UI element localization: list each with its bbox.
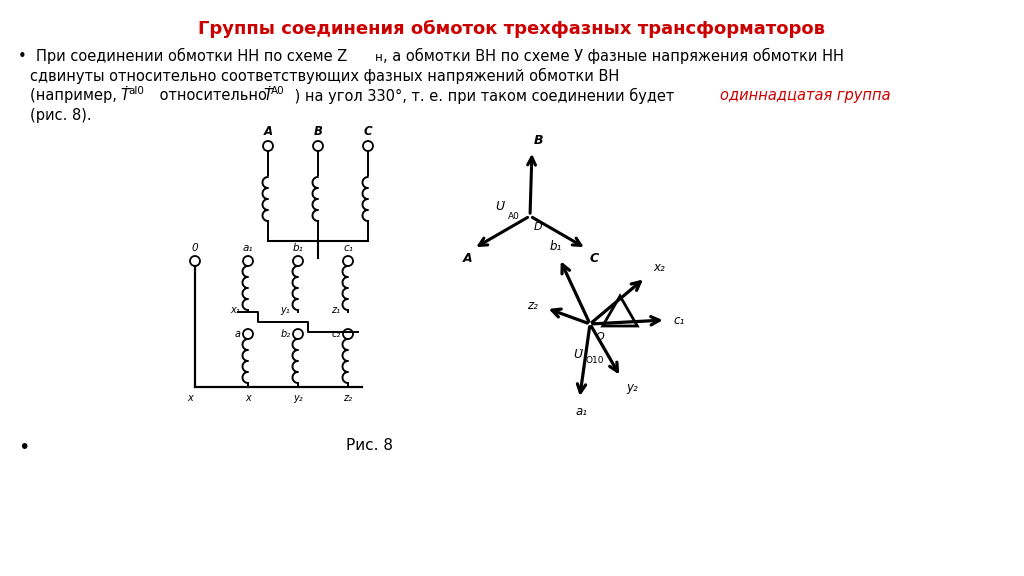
Text: C: C xyxy=(364,125,373,138)
Text: B: B xyxy=(534,134,543,147)
Text: C: C xyxy=(590,252,599,266)
Text: Рис. 8: Рис. 8 xyxy=(346,438,393,453)
Text: U̇: U̇ xyxy=(496,199,505,213)
Text: Группы соединения обмоток трехфазных трансформаторов: Группы соединения обмоток трехфазных тра… xyxy=(199,20,825,38)
Text: x₁: x₁ xyxy=(230,305,240,315)
Text: (рис. 8).: (рис. 8). xyxy=(30,108,91,123)
Text: O: O xyxy=(596,332,605,342)
Text: c₁: c₁ xyxy=(343,243,353,253)
Text: x: x xyxy=(187,393,193,403)
Text: Ṫ: Ṫ xyxy=(263,88,272,103)
Text: b₁: b₁ xyxy=(293,243,303,253)
Text: •: • xyxy=(18,438,30,457)
Text: D: D xyxy=(534,222,543,232)
Text: B: B xyxy=(313,125,323,138)
Text: A: A xyxy=(463,252,472,266)
Text: относительно: относительно xyxy=(155,88,271,103)
Text: (например,: (например, xyxy=(30,88,122,103)
Text: z₂: z₂ xyxy=(527,300,538,313)
Text: x: x xyxy=(245,393,251,403)
Text: н: н xyxy=(375,51,383,64)
Text: y₂: y₂ xyxy=(293,393,303,403)
Text: y₁: y₁ xyxy=(281,305,290,315)
Text: c₁: c₁ xyxy=(674,313,685,327)
Text: сдвинуты относительно соответствующих фазных напряжений обмотки ВН: сдвинуты относительно соответствующих фа… xyxy=(30,68,620,84)
Text: U̇: U̇ xyxy=(573,348,583,361)
Text: 0: 0 xyxy=(191,243,199,253)
Text: z₁: z₁ xyxy=(331,305,340,315)
Text: , а обмотки ВН по схеме У фазные напряжения обмотки НН: , а обмотки ВН по схеме У фазные напряже… xyxy=(383,48,844,64)
Text: A0: A0 xyxy=(508,212,520,221)
Text: •  При соединении обмотки НН по схеме Z: • При соединении обмотки НН по схеме Z xyxy=(18,48,347,64)
Text: c₂: c₂ xyxy=(332,329,341,339)
Text: A: A xyxy=(263,125,272,138)
Text: b₂: b₂ xyxy=(281,329,291,339)
Text: b₁: b₁ xyxy=(550,240,562,253)
Text: a₁: a₁ xyxy=(575,405,588,418)
Text: ) на угол 330°, т. е. при таком соединении будет: ) на угол 330°, т. е. при таком соединен… xyxy=(290,88,679,104)
Text: y₂: y₂ xyxy=(627,381,638,394)
Text: O10: O10 xyxy=(586,356,604,365)
Text: al0: al0 xyxy=(128,86,144,96)
Text: Ṫ: Ṫ xyxy=(120,88,129,103)
Text: a: a xyxy=(234,329,241,339)
Text: x₂: x₂ xyxy=(653,261,665,274)
Text: A0: A0 xyxy=(271,86,285,96)
Text: одиннадцатая группа: одиннадцатая группа xyxy=(720,88,891,103)
Text: a₁: a₁ xyxy=(243,243,253,253)
Text: z₂: z₂ xyxy=(343,393,352,403)
